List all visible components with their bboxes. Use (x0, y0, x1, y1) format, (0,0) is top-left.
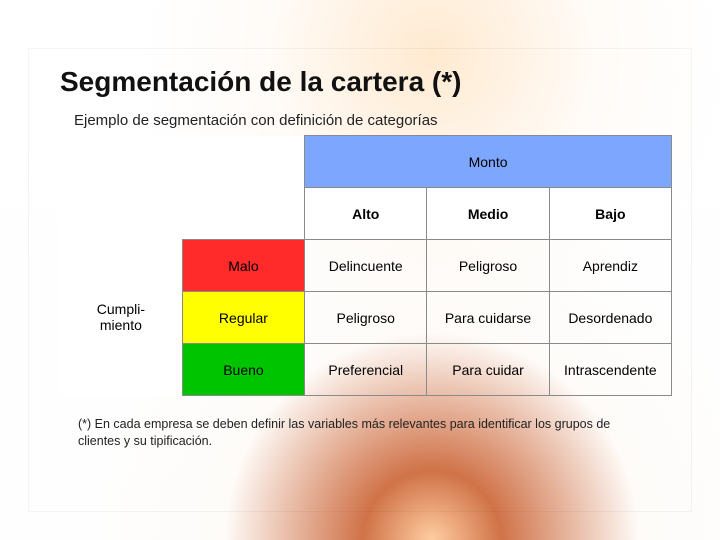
cell-bueno-medio: Para cuidar (427, 344, 549, 396)
slide-content: Segmentación de la cartera (*) Ejemplo d… (60, 66, 672, 450)
col-header-bajo: Bajo (549, 188, 671, 240)
columns-axis-label: Monto (305, 136, 672, 188)
cell-bueno-bajo: Intrascendente (549, 344, 671, 396)
row-header-regular: Regular (182, 292, 304, 344)
col-header-medio: Medio (427, 188, 549, 240)
row-header-bueno: Bueno (182, 344, 304, 396)
cell-malo-bajo: Aprendiz (549, 240, 671, 292)
col-header-alto: Alto (305, 188, 427, 240)
slide-title: Segmentación de la cartera (*) (60, 66, 672, 98)
cell-regular-alto: Peligroso (305, 292, 427, 344)
rows-axis-line1: Cumpli- (97, 301, 145, 317)
segmentation-matrix: Monto Alto Medio Bajo Cumpli- miento Mal… (60, 135, 672, 396)
rows-axis-label: Cumpli- miento (60, 240, 182, 396)
cell-regular-bajo: Desordenado (549, 292, 671, 344)
corner-blank (182, 136, 304, 188)
corner-blank (60, 136, 182, 188)
corner-blank (182, 188, 304, 240)
cell-regular-medio: Para cuidarse (427, 292, 549, 344)
row-header-malo: Malo (182, 240, 304, 292)
cell-malo-alto: Delincuente (305, 240, 427, 292)
corner-blank (60, 188, 182, 240)
rows-axis-line2: miento (100, 317, 142, 333)
slide-footnote: (*) En cada empresa se deben definir las… (78, 416, 618, 450)
cell-malo-medio: Peligroso (427, 240, 549, 292)
slide-subtitle: Ejemplo de segmentación con definición d… (74, 112, 672, 129)
cell-bueno-alto: Preferencial (305, 344, 427, 396)
